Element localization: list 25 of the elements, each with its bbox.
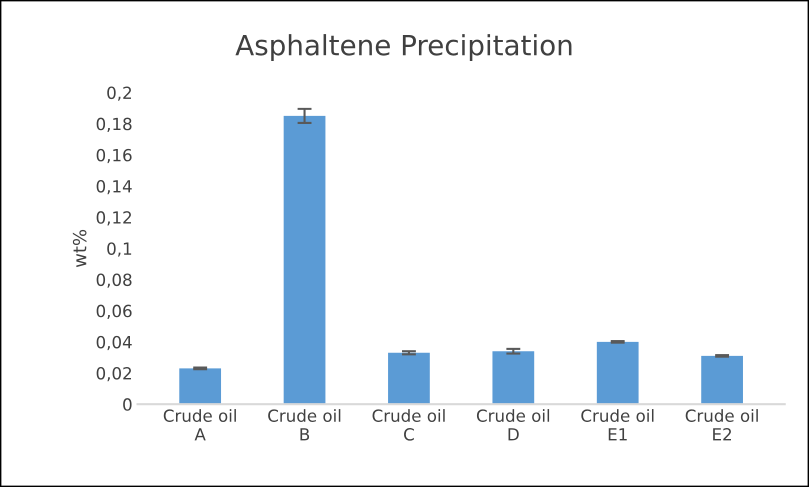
y-axis-title: wt% <box>72 230 87 268</box>
y-tick-label: 0,08 <box>96 274 132 288</box>
y-tick-label: 0,14 <box>96 180 132 194</box>
bar <box>492 351 534 404</box>
x-tick-label: Crude oil B <box>268 409 340 440</box>
y-tick-label: 0,16 <box>96 148 132 164</box>
y-tick-label: 0,04 <box>96 336 132 350</box>
y-tick-label: 0,06 <box>96 304 132 319</box>
chart-title: Asphaltene Precipitation <box>235 34 572 61</box>
x-tick-label: Crude oil E2 <box>686 409 758 440</box>
bar <box>388 352 430 404</box>
y-tick-label: 0,1 <box>107 242 132 257</box>
y-tick-label: 0 <box>123 398 132 411</box>
x-tick-label: Crude oil E1 <box>581 409 654 440</box>
y-tick-label: 0,2 <box>107 86 131 101</box>
bar <box>284 116 326 404</box>
x-tick-label: Crude oil A <box>164 409 236 440</box>
y-tick-label: 0,12 <box>96 211 131 226</box>
x-tick-label: Crude oil D <box>476 409 550 440</box>
x-tick-label: Crude oil C <box>372 409 445 441</box>
bar <box>701 356 743 404</box>
y-tick-label: 0,02 <box>96 367 131 382</box>
bar <box>179 368 222 404</box>
y-tick-label: 0,18 <box>96 118 132 132</box>
bar <box>596 342 639 404</box>
